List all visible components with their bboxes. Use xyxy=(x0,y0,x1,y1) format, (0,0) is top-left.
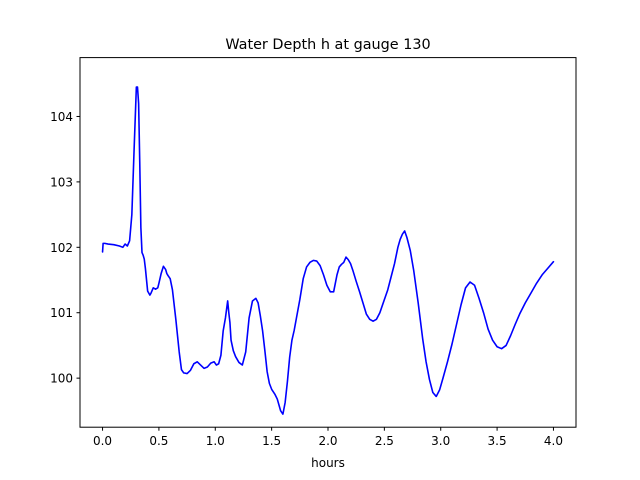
series-line xyxy=(101,86,555,415)
y-tick-label: 102 xyxy=(50,241,73,255)
x-tick-label: 1.0 xyxy=(206,434,225,448)
x-axis-label: hours xyxy=(311,456,345,470)
x-tick-label: 2.0 xyxy=(318,434,337,448)
x-tick-label: 0.5 xyxy=(149,434,168,448)
plot-area xyxy=(101,86,555,415)
x-tick-label: 0.0 xyxy=(93,434,112,448)
y-tick-label: 103 xyxy=(50,175,73,189)
x-tick-label: 1.5 xyxy=(262,434,281,448)
x-tick-label: 3.0 xyxy=(431,434,450,448)
x-tick-label: 2.5 xyxy=(375,434,394,448)
x-axis: 0.0 0.5 1.0 1.5 2.0 2.5 3.0 3.5 4.0 xyxy=(93,427,563,448)
y-tick-label: 104 xyxy=(50,110,73,124)
y-axis: 100 101 102 103 104 xyxy=(50,110,80,386)
y-tick-label: 100 xyxy=(50,372,73,386)
y-tick-label: 101 xyxy=(50,306,73,320)
chart-title: Water Depth h at gauge 130 xyxy=(225,37,430,53)
x-tick-label: 3.5 xyxy=(488,434,507,448)
axes-frame xyxy=(79,57,577,428)
x-tick-label: 4.0 xyxy=(544,434,563,448)
